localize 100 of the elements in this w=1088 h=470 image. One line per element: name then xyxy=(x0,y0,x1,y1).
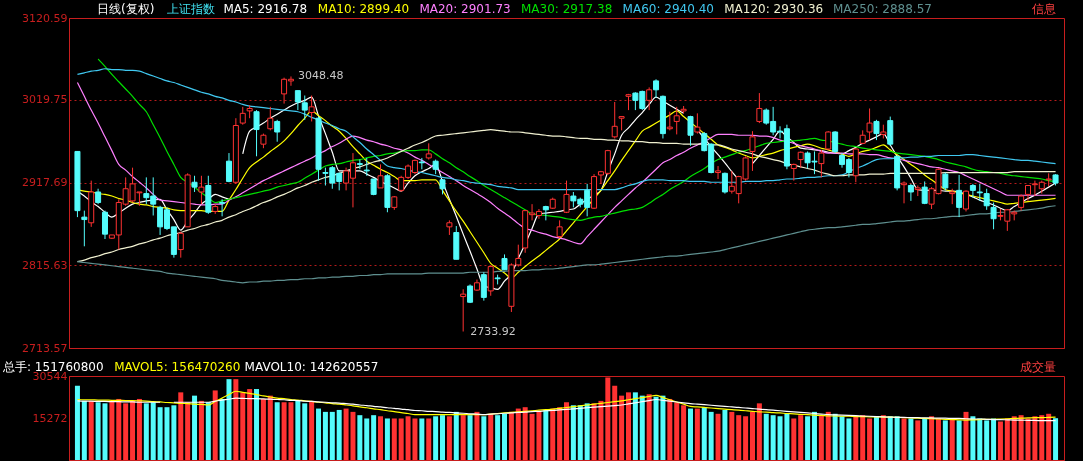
bar xyxy=(722,409,728,460)
series-label: MAVOL5: 156470260 xyxy=(114,360,241,374)
bar xyxy=(805,416,811,460)
bar xyxy=(192,395,198,460)
candlestick xyxy=(866,107,873,141)
candlestick xyxy=(377,163,384,189)
bar xyxy=(1039,415,1045,460)
bar xyxy=(378,416,384,460)
bar xyxy=(316,408,322,460)
candlestick xyxy=(694,112,701,135)
candlestick xyxy=(198,175,205,205)
bar xyxy=(522,407,528,460)
bar xyxy=(398,418,404,460)
bar xyxy=(570,405,576,460)
candlestick xyxy=(963,189,970,212)
y-tick-label: 2917.69 xyxy=(22,176,68,190)
bar xyxy=(970,416,976,460)
candlestick xyxy=(887,116,894,147)
bar xyxy=(233,379,239,460)
bar xyxy=(1004,418,1010,460)
bar xyxy=(1018,415,1024,460)
bar xyxy=(991,418,997,460)
bar xyxy=(963,411,969,460)
bar xyxy=(646,394,652,460)
bar xyxy=(371,415,377,460)
chart-title: 日线(复权) xyxy=(97,2,155,16)
bar xyxy=(605,377,611,460)
bar xyxy=(460,415,466,460)
bar xyxy=(178,392,184,460)
bar xyxy=(74,385,80,460)
candlestick xyxy=(219,198,226,217)
candlestick xyxy=(460,288,467,332)
candlestick xyxy=(611,101,618,139)
y-tick-label: 2815.63 xyxy=(22,258,68,272)
bar xyxy=(791,418,797,460)
candlestick xyxy=(480,271,487,302)
bar xyxy=(880,415,886,460)
bar xyxy=(260,398,266,460)
bar xyxy=(329,411,335,460)
bar xyxy=(1053,418,1059,460)
bar xyxy=(798,415,804,460)
text: 信息 xyxy=(1032,2,1056,16)
bar xyxy=(584,403,590,460)
candlestick xyxy=(983,188,990,211)
bar xyxy=(674,402,680,460)
bar xyxy=(763,413,769,460)
bar xyxy=(254,389,260,460)
candlestick xyxy=(274,119,281,143)
bar xyxy=(474,411,480,460)
bar xyxy=(681,405,687,460)
annotation: 2733.92 xyxy=(470,324,516,338)
y-tick-label: 3019.75 xyxy=(22,93,68,107)
candlestick xyxy=(956,174,963,218)
bar xyxy=(309,400,315,460)
candlestick xyxy=(749,130,756,172)
bar xyxy=(873,416,879,460)
bar xyxy=(908,418,914,460)
bar xyxy=(1046,413,1052,460)
candlestick xyxy=(715,165,722,180)
bar xyxy=(736,415,742,460)
candlestick xyxy=(990,202,997,230)
bar xyxy=(136,398,142,460)
bar xyxy=(997,421,1003,460)
text: MA20: 2901.73 xyxy=(419,2,511,16)
bar xyxy=(88,400,94,460)
bar xyxy=(109,400,115,460)
candlestick xyxy=(969,183,976,199)
bar xyxy=(1011,416,1017,460)
bar xyxy=(508,411,514,460)
bar xyxy=(667,398,673,460)
bar xyxy=(212,390,218,460)
bar xyxy=(384,418,390,460)
bar xyxy=(130,400,136,460)
bar xyxy=(543,409,549,460)
bar xyxy=(701,407,707,460)
y-tick-label: 15272 xyxy=(32,411,68,425)
candlestick xyxy=(653,78,660,99)
candlestick xyxy=(907,183,914,202)
bar xyxy=(302,403,308,460)
bar xyxy=(612,385,618,460)
candlestick xyxy=(253,109,260,157)
bar xyxy=(426,418,432,460)
candlestick xyxy=(873,119,880,141)
candlestick xyxy=(563,180,570,214)
bar xyxy=(818,415,824,460)
bar xyxy=(749,411,755,460)
bar xyxy=(481,416,487,460)
candlestick xyxy=(646,86,653,111)
bar xyxy=(887,416,893,460)
bar xyxy=(391,418,397,460)
bar xyxy=(632,392,638,460)
y-tick-label: 3120.59 xyxy=(22,11,68,25)
bar xyxy=(322,411,328,460)
bar xyxy=(729,411,735,460)
bar xyxy=(625,392,631,460)
bar xyxy=(433,416,439,460)
candlestick xyxy=(687,115,694,147)
bar xyxy=(502,413,508,460)
bar xyxy=(756,403,762,460)
candlestick xyxy=(901,180,908,204)
